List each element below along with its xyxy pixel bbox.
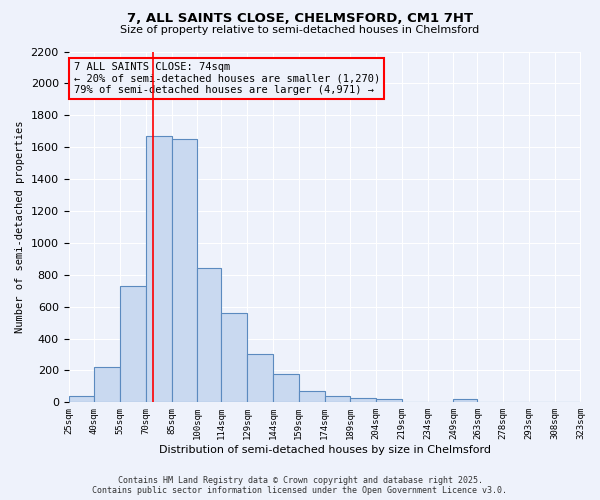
Bar <box>273 374 299 402</box>
Bar <box>68 396 94 402</box>
Bar <box>94 367 120 402</box>
Bar <box>172 139 197 402</box>
Bar <box>221 313 247 402</box>
Bar <box>454 399 478 402</box>
Y-axis label: Number of semi-detached properties: Number of semi-detached properties <box>15 120 25 333</box>
Text: 7, ALL SAINTS CLOSE, CHELMSFORD, CM1 7HT: 7, ALL SAINTS CLOSE, CHELMSFORD, CM1 7HT <box>127 12 473 26</box>
Text: Size of property relative to semi-detached houses in Chelmsford: Size of property relative to semi-detach… <box>121 25 479 35</box>
X-axis label: Distribution of semi-detached houses by size in Chelmsford: Distribution of semi-detached houses by … <box>158 445 491 455</box>
Bar <box>120 286 146 403</box>
Text: Contains HM Land Registry data © Crown copyright and database right 2025.
Contai: Contains HM Land Registry data © Crown c… <box>92 476 508 495</box>
Bar <box>299 391 325 402</box>
Bar <box>350 398 376 402</box>
Bar <box>247 354 273 403</box>
Bar <box>146 136 172 402</box>
Bar <box>325 396 350 402</box>
Bar <box>197 268 221 402</box>
Bar <box>376 399 402 402</box>
Text: 7 ALL SAINTS CLOSE: 74sqm
← 20% of semi-detached houses are smaller (1,270)
79% : 7 ALL SAINTS CLOSE: 74sqm ← 20% of semi-… <box>74 62 380 95</box>
